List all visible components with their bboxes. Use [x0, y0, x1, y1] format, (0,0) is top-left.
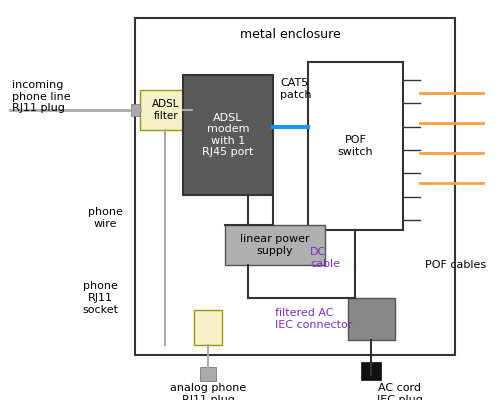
Bar — [131, 104, 140, 116]
Text: POF cables: POF cables — [425, 260, 486, 270]
Text: linear power
supply: linear power supply — [240, 234, 310, 256]
Text: AC cord
IEC plug: AC cord IEC plug — [377, 383, 423, 400]
Text: incoming
phone line
RJ11 plug: incoming phone line RJ11 plug — [12, 80, 70, 113]
Text: ADSL
filter: ADSL filter — [152, 99, 180, 121]
Bar — [225, 225, 325, 265]
Text: POF
switch: POF switch — [338, 135, 374, 157]
Bar — [194, 310, 222, 345]
Bar — [348, 298, 395, 340]
Bar — [361, 362, 381, 380]
Bar — [308, 62, 403, 230]
Bar — [200, 367, 216, 381]
Text: analog phone
RJ11 plug: analog phone RJ11 plug — [170, 383, 246, 400]
Text: CAT5
patch: CAT5 patch — [280, 78, 312, 100]
Text: phone
RJ11
socket: phone RJ11 socket — [82, 282, 118, 314]
Bar — [135, 18, 455, 355]
Text: phone
wire: phone wire — [88, 207, 122, 229]
Text: DC
cable: DC cable — [310, 247, 340, 269]
Bar — [183, 75, 273, 195]
Text: ADSL
modem
with 1
RJ45 port: ADSL modem with 1 RJ45 port — [202, 113, 254, 157]
Text: filtered AC
IEC connector: filtered AC IEC connector — [275, 308, 352, 330]
Text: metal enclosure: metal enclosure — [240, 28, 340, 41]
Bar — [140, 90, 192, 130]
